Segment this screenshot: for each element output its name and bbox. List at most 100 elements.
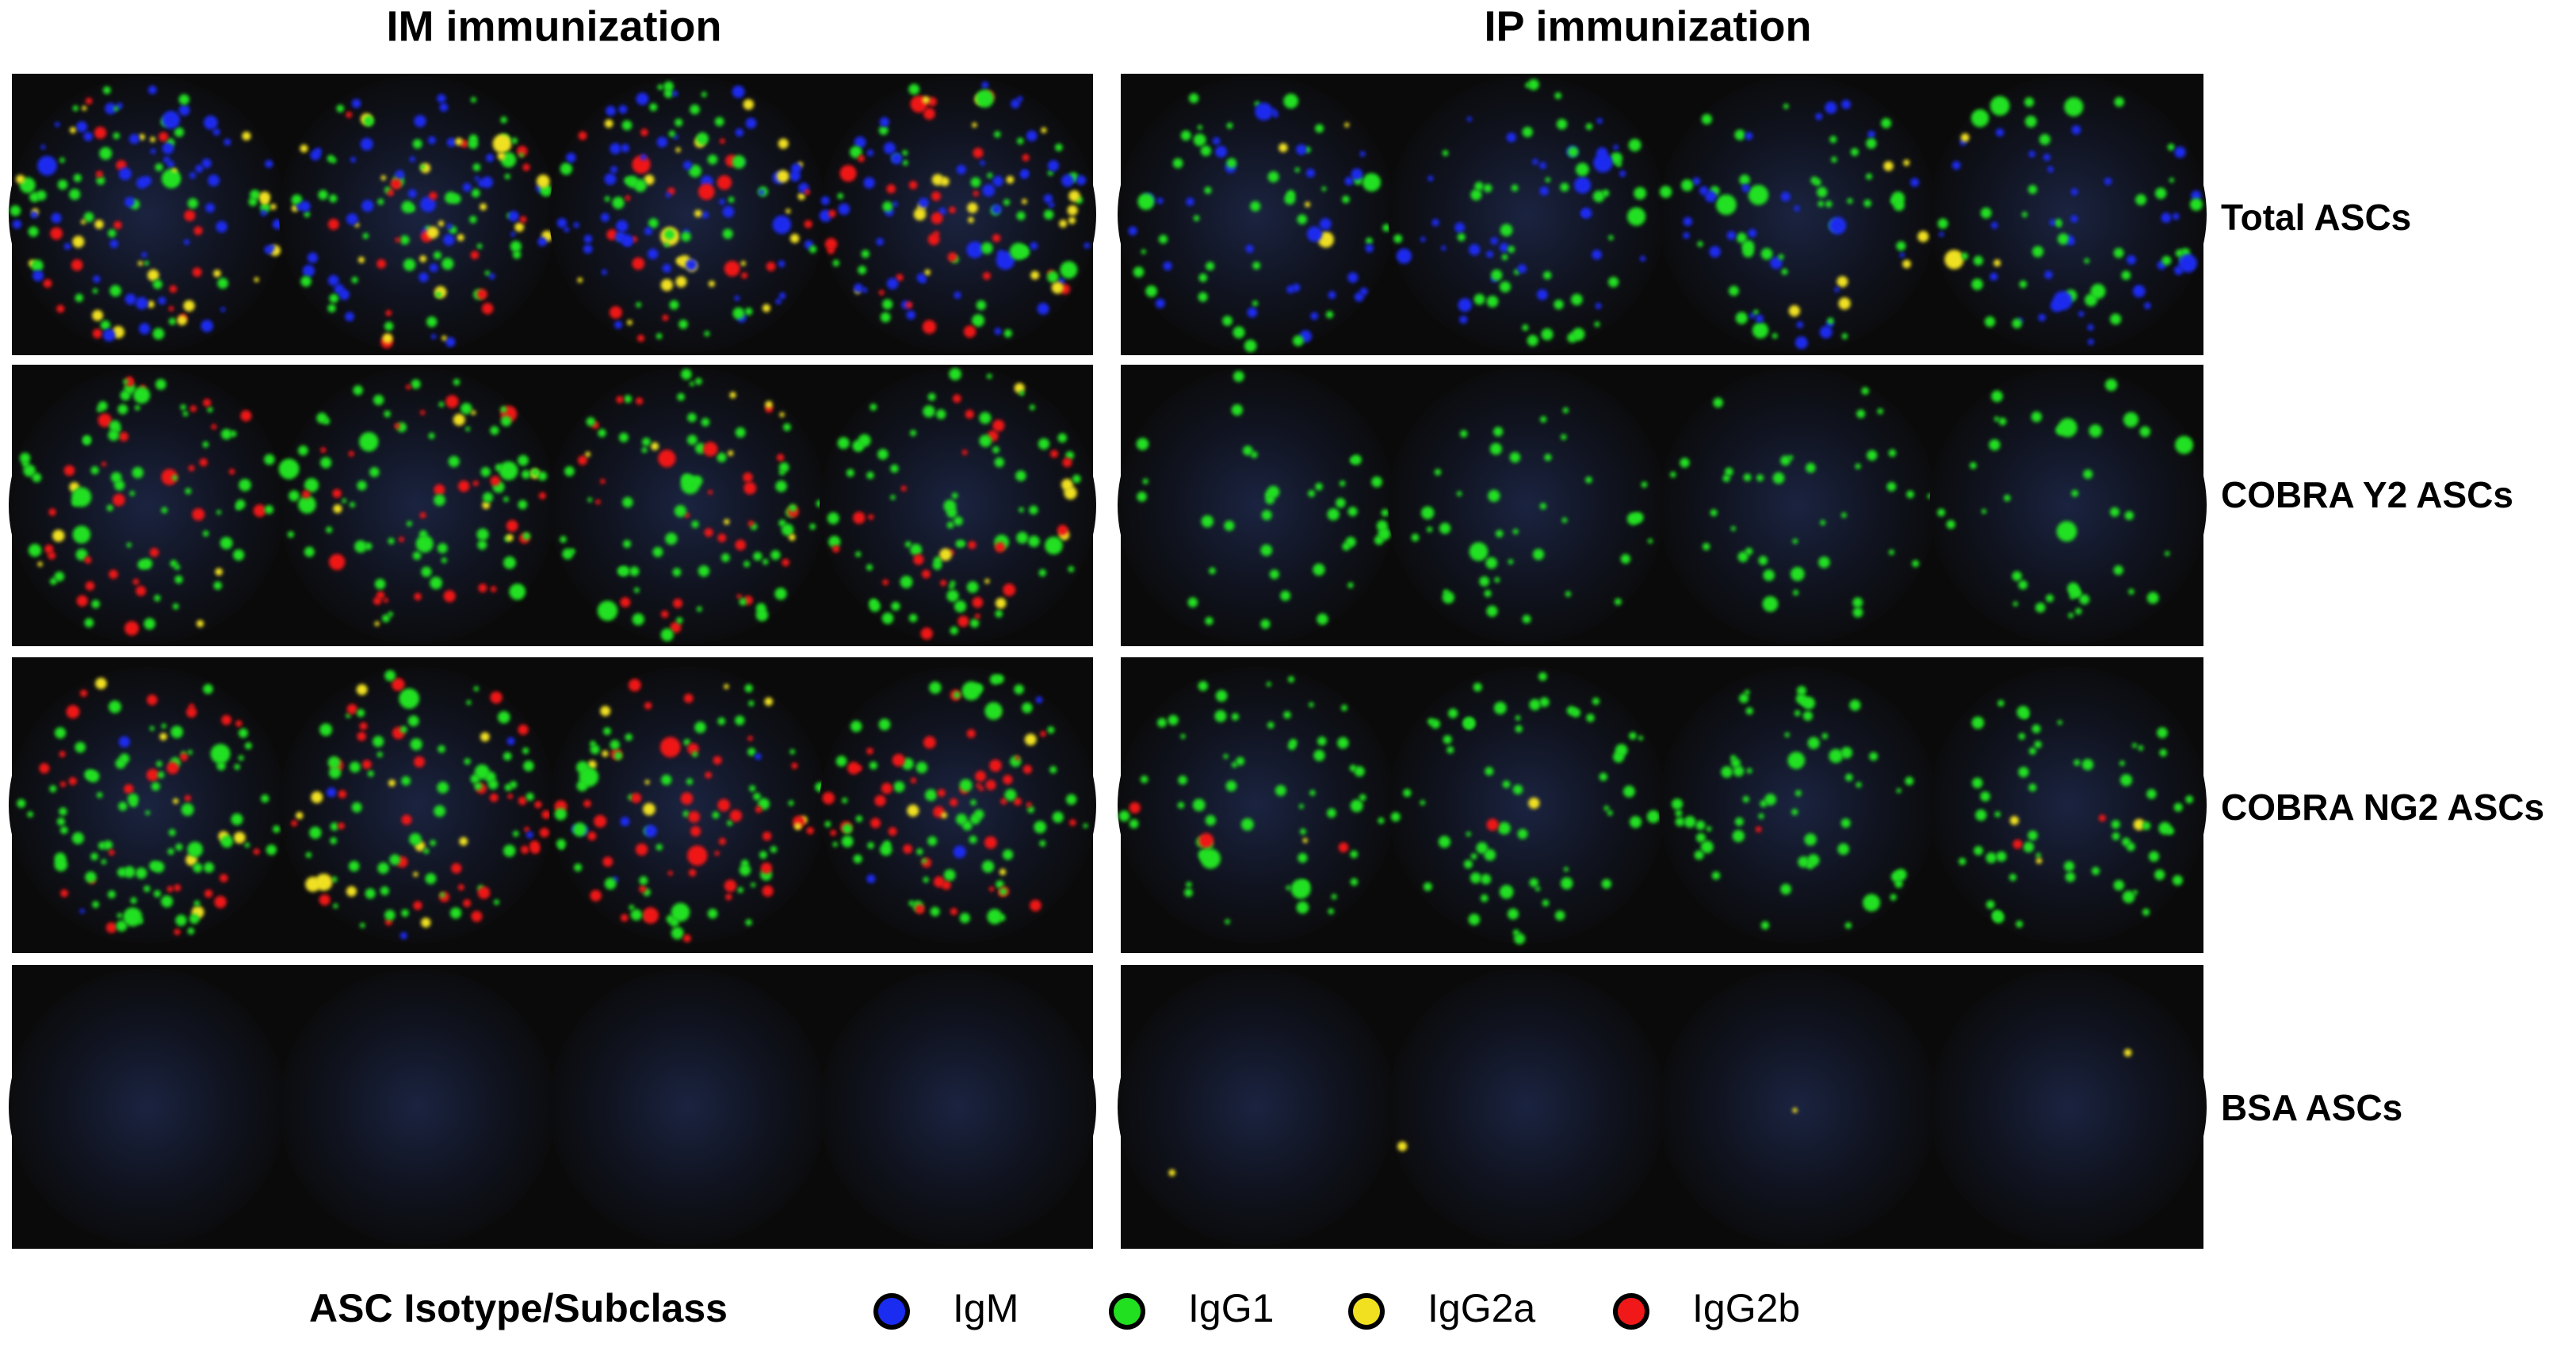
spot xyxy=(590,741,596,747)
spot xyxy=(1937,218,1948,229)
spot xyxy=(900,485,907,492)
spot xyxy=(500,117,507,124)
spot xyxy=(2167,144,2175,151)
spot xyxy=(671,902,690,922)
spot xyxy=(735,715,745,725)
spot xyxy=(1544,454,1552,461)
well xyxy=(1659,968,1936,1246)
spot xyxy=(1991,390,2003,403)
spot xyxy=(1511,184,1519,192)
spot xyxy=(1538,672,1547,681)
spot xyxy=(40,144,46,150)
spot xyxy=(327,756,341,769)
spot xyxy=(1396,248,1412,264)
spot xyxy=(1515,725,1523,733)
spot xyxy=(506,534,514,542)
spot xyxy=(1560,182,1569,192)
spot xyxy=(644,825,657,838)
spot xyxy=(878,289,885,296)
spot xyxy=(1029,404,1035,411)
spot xyxy=(921,858,927,864)
spot xyxy=(136,867,147,879)
spot xyxy=(874,794,886,807)
spot xyxy=(413,871,419,877)
spot xyxy=(133,386,151,404)
spot xyxy=(610,740,620,750)
spot xyxy=(2043,153,2050,161)
spot xyxy=(1787,752,1806,769)
spot xyxy=(556,217,568,228)
spot xyxy=(1013,797,1022,806)
spot xyxy=(1508,559,1514,565)
spot xyxy=(950,626,958,635)
spot xyxy=(120,390,131,401)
spot xyxy=(414,756,425,767)
spot xyxy=(1302,837,1308,844)
spot xyxy=(1489,442,1502,455)
spot xyxy=(1067,205,1078,216)
spot xyxy=(892,753,905,767)
spot xyxy=(1454,222,1465,233)
spot xyxy=(1993,416,2000,422)
spot xyxy=(1825,101,1837,114)
spot xyxy=(421,566,432,577)
spot xyxy=(124,197,135,208)
spot xyxy=(1683,232,1690,239)
spot xyxy=(1168,714,1179,725)
spot xyxy=(1403,788,1412,798)
spot xyxy=(380,886,389,896)
well xyxy=(1929,75,2207,354)
spot xyxy=(1000,798,1007,805)
spot xyxy=(266,844,277,855)
spot xyxy=(662,263,671,274)
spot xyxy=(778,260,785,268)
spot xyxy=(331,158,337,163)
spot xyxy=(1760,921,1770,930)
spot xyxy=(146,768,159,782)
spot xyxy=(128,133,140,144)
spot xyxy=(503,556,516,569)
spot xyxy=(401,776,411,786)
spot xyxy=(143,260,149,266)
spot xyxy=(1861,387,1870,395)
spot xyxy=(166,172,179,186)
spot xyxy=(1486,605,1498,618)
spot xyxy=(2009,816,2020,825)
spot xyxy=(681,473,693,485)
spot xyxy=(395,237,400,243)
spot xyxy=(1542,270,1552,280)
well xyxy=(1118,666,1395,944)
well xyxy=(549,76,826,353)
spot xyxy=(657,84,663,90)
spot xyxy=(167,848,174,855)
spot xyxy=(217,278,228,289)
spot xyxy=(177,315,187,326)
spot xyxy=(725,894,732,901)
spot xyxy=(214,895,227,909)
spot xyxy=(1480,894,1489,902)
spot xyxy=(600,478,606,484)
spot xyxy=(171,475,178,481)
spot xyxy=(1068,190,1080,202)
spot xyxy=(185,488,192,495)
spot xyxy=(640,154,647,161)
spot xyxy=(1233,370,1244,382)
spot xyxy=(724,260,740,277)
spot xyxy=(204,862,215,873)
spot xyxy=(1497,821,1511,835)
spot xyxy=(1038,568,1046,577)
spot xyxy=(175,914,187,926)
spot xyxy=(508,210,519,222)
spot xyxy=(83,212,94,223)
spot xyxy=(414,592,422,601)
spot xyxy=(419,530,428,538)
spot xyxy=(316,412,327,424)
spot xyxy=(675,147,681,153)
spot xyxy=(168,829,176,836)
spot xyxy=(910,543,923,556)
spot xyxy=(166,160,174,168)
spot xyxy=(446,138,456,147)
well xyxy=(820,367,1096,644)
spot xyxy=(745,919,752,926)
spot xyxy=(1065,794,1077,806)
